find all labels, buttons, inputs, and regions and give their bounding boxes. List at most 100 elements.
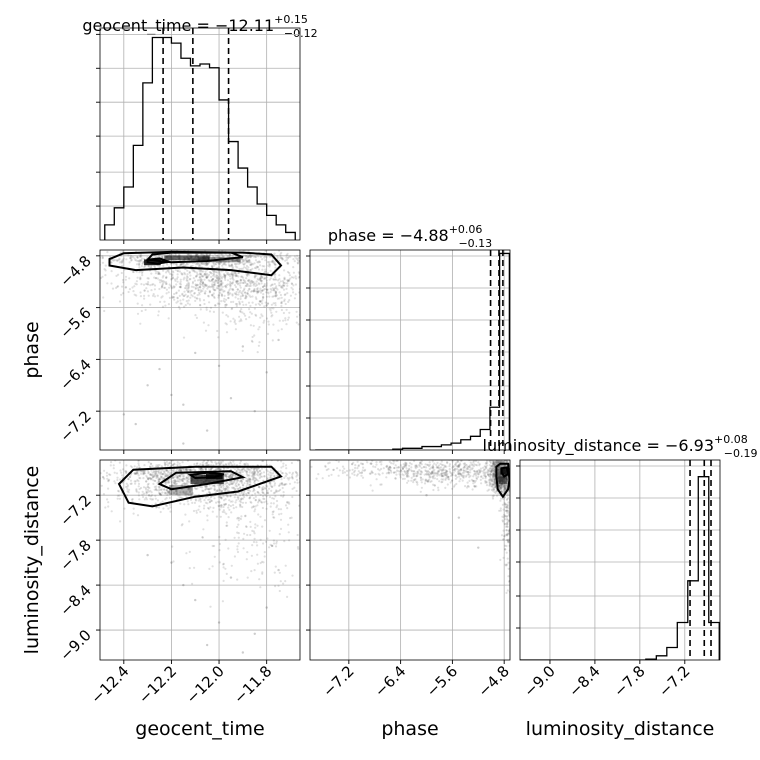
scatter-point [184,478,187,481]
scatter-point [249,520,252,524]
scatter-point [162,473,165,476]
scatter-point [143,289,146,292]
scatter-point [484,462,487,465]
scatter-point [181,292,184,295]
scatter-point [218,246,220,248]
scatter-point [213,555,216,558]
scatter-point [291,574,294,577]
scatter-point [178,469,181,472]
scatter-point [145,287,148,290]
scatter-point [234,482,237,485]
scatter-point [219,495,222,498]
scatter-point [498,486,501,489]
scatter-point [246,259,249,262]
scatter-point [512,473,514,475]
scatter-point [141,493,144,496]
scatter-point [493,472,496,476]
scatter-point [207,506,210,510]
scatter-point [156,277,159,280]
scatter-point [208,290,212,293]
scatter-point [219,462,222,465]
scatter-point [211,510,214,513]
scatter-point [152,479,155,482]
scatter-point [264,259,267,262]
scatter-point [179,468,182,471]
scatter-point [497,461,500,464]
scatter-point [234,271,237,274]
scatter-point [122,281,125,284]
scatter-point [231,473,234,476]
scatter-point [261,490,264,494]
scatter-point [183,475,186,478]
scatter-point [171,270,174,273]
scatter-point [211,279,214,282]
scatter-point [163,286,166,289]
scatter-point [461,479,464,482]
scatter-point [250,506,253,509]
scatter-point [521,471,523,473]
scatter-point [253,307,256,310]
scatter-point [490,470,493,473]
scatter-point [251,474,254,477]
scatter-point [498,471,501,475]
scatter-point [218,561,221,564]
scatter-point [502,480,505,483]
scatter-point [225,481,228,484]
scatter-point [492,463,495,466]
scatter-point [182,491,185,494]
scatter-point [105,471,108,474]
scatter-point [169,462,172,465]
scatter-point [351,273,353,275]
scatter-point [480,470,483,473]
scatter-point [499,479,502,482]
scatter-point [150,469,153,472]
scatter-point [225,467,228,470]
scatter-point [189,277,192,281]
scatter-point [107,505,110,508]
scatter-point [279,527,283,531]
scatter-point [305,448,307,450]
scatter-point [208,498,211,501]
scatter-point [200,262,203,265]
scatter-point [120,261,123,264]
scatter-point [195,462,198,465]
scatter-point [234,292,237,295]
scatter-point [278,281,281,285]
scatter-point [261,460,264,463]
scatter-point [235,506,238,509]
scatter-point [222,273,226,276]
scatter-point [150,272,153,275]
contour-level-2 [146,257,170,265]
scatter-point [255,283,259,287]
scatter-point [211,285,214,288]
scatter-point [175,492,179,495]
scatter-point [258,485,261,488]
scatter-point [515,476,517,478]
scatter-point [248,288,251,291]
scatter-point [245,479,248,483]
scatter-point [201,489,204,492]
scatter-point [218,261,221,264]
scatter-point [450,479,454,482]
scatter-point [115,274,118,277]
scatter-point [499,475,502,479]
scatter-point [485,484,489,487]
scatter-point [185,275,189,278]
scatter-point [260,289,263,292]
scatter-point [490,467,493,470]
scatter-point [259,300,262,303]
scatter-point [491,495,494,498]
scatter-point [277,584,280,587]
scatter-point [342,487,344,489]
scatter-point [280,308,283,312]
scatter-point [239,480,242,483]
scatter-point [497,467,500,470]
scatter-point [497,492,500,495]
scatter-point [263,284,266,287]
scatter-point [247,273,250,276]
scatter-point [260,313,263,316]
scatter-point [505,476,508,479]
scatter-point [419,479,423,482]
scatter-point [145,491,149,494]
scatter-point [213,484,216,487]
